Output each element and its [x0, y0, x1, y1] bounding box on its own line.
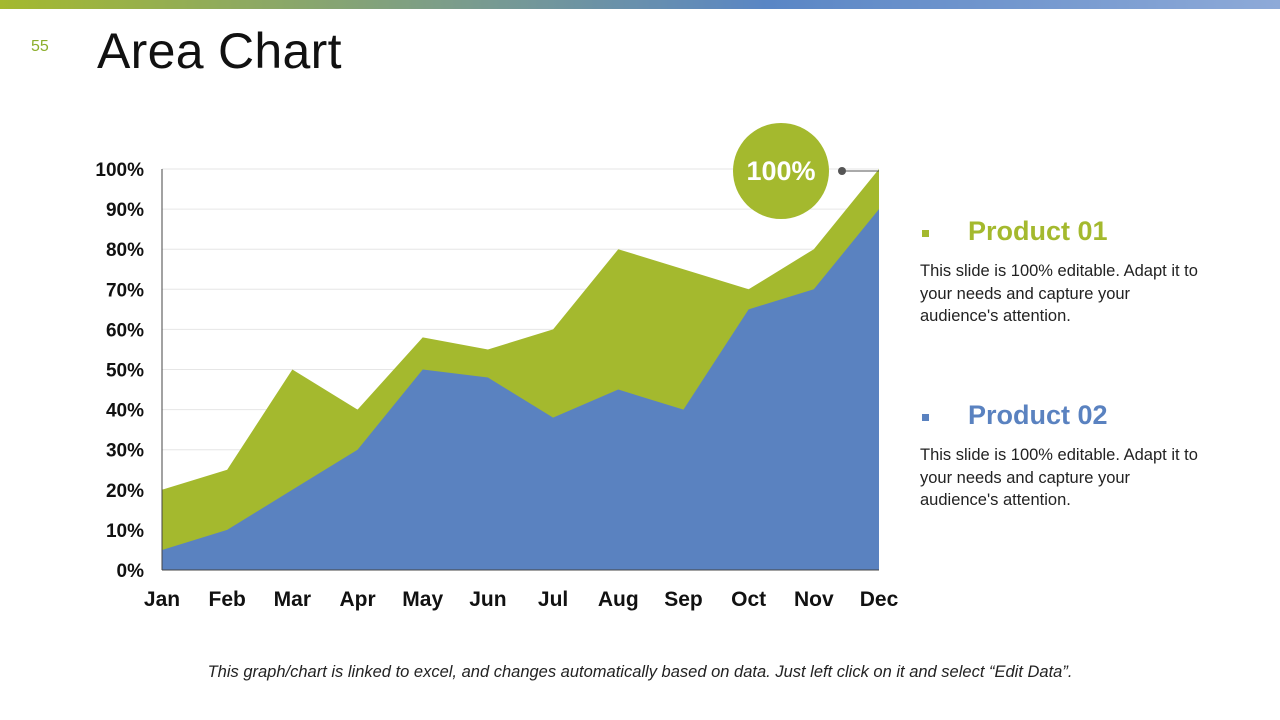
- y-tick-label: 70%: [106, 280, 144, 301]
- slide-title: Area Chart: [97, 23, 342, 79]
- x-tick-label: Mar: [274, 588, 311, 611]
- callout-circle: [733, 123, 829, 219]
- x-tick-label: Sep: [664, 588, 703, 611]
- legend-description-product-02: This slide is 100% editable. Adapt it to…: [920, 446, 1198, 509]
- x-tick-label: Jun: [469, 588, 506, 611]
- x-tick-label: Aug: [598, 588, 639, 611]
- x-tick-label: Jul: [538, 588, 568, 611]
- legend-bullet-icon: [922, 414, 929, 421]
- top-accent-bar: [0, 0, 1280, 9]
- peak-callout: 100%: [733, 123, 879, 219]
- y-tick-label: 60%: [106, 320, 144, 341]
- legend-title-product-02: Product 02: [968, 400, 1108, 430]
- x-tick-label: Dec: [860, 588, 899, 611]
- y-tick-label: 50%: [106, 361, 144, 382]
- y-tick-label: 20%: [106, 481, 144, 502]
- y-tick-label: 100%: [95, 160, 144, 181]
- legend-description-product-01: This slide is 100% editable. Adapt it to…: [920, 262, 1198, 325]
- footer-note: This graph/chart is linked to excel, and…: [207, 663, 1073, 681]
- y-tick-label: 40%: [106, 401, 144, 422]
- x-tick-label: Oct: [731, 588, 766, 611]
- callout-leader-dot: [838, 167, 846, 175]
- y-tick-label: 30%: [106, 441, 144, 462]
- x-tick-label: Apr: [339, 588, 375, 611]
- area-series-product-02: [162, 209, 879, 570]
- y-tick-label: 90%: [106, 200, 144, 221]
- legend-bullet-icon: [922, 230, 929, 237]
- area-series-layer: [162, 169, 879, 570]
- x-tick-label: Nov: [794, 588, 834, 611]
- y-tick-label: 10%: [106, 521, 144, 542]
- y-axis-tick-labels: 0% 10% 20% 30% 40% 50% 60% 70% 80% 90% 100%: [95, 160, 144, 582]
- legend-title-product-01: Product 01: [968, 216, 1108, 246]
- x-tick-label: May: [402, 588, 443, 611]
- axes: [161, 169, 879, 571]
- callout-label: 100%: [746, 156, 815, 186]
- slide-number: 55: [31, 38, 49, 55]
- x-tick-label: Jan: [144, 588, 180, 611]
- x-axis-tick-labels: Jan Feb Mar Apr May Jun Jul Aug Sep Oct Nov Dec: [144, 588, 899, 611]
- y-tick-label: 80%: [106, 240, 144, 261]
- x-tick-label: Feb: [209, 588, 246, 611]
- y-tick-label: 0%: [117, 561, 145, 582]
